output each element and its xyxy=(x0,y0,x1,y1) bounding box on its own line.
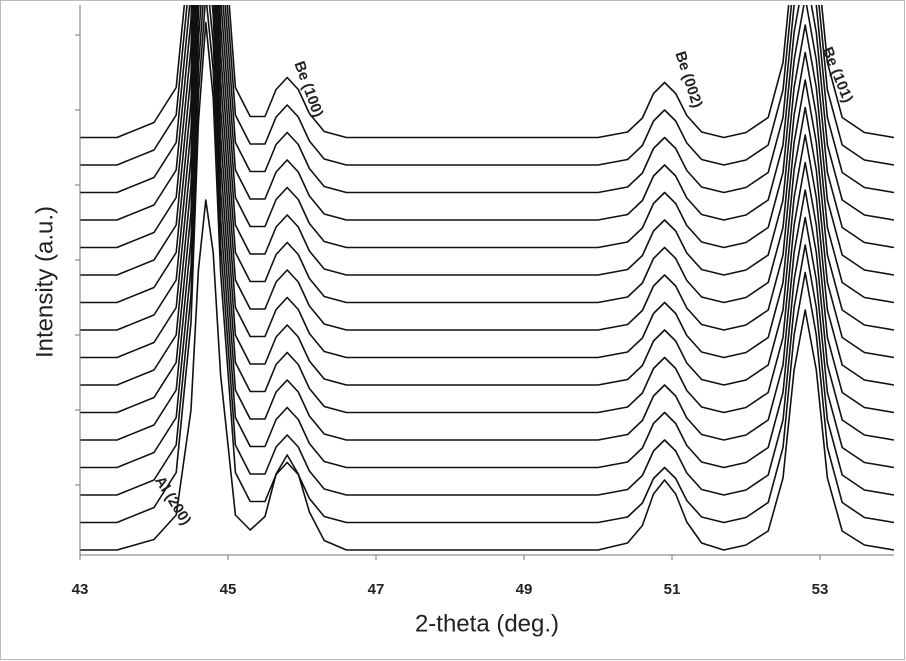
spectrum-line xyxy=(80,5,894,496)
spectrum-line xyxy=(80,5,894,249)
spectrum-line xyxy=(80,5,894,359)
spectrum-line xyxy=(80,5,894,194)
spectrum-line xyxy=(80,5,894,331)
x-tick-label: 53 xyxy=(812,581,829,598)
y-axis-title: Intensity (a.u.) xyxy=(31,206,58,358)
x-axis-title: 2-theta (deg.) xyxy=(415,610,559,637)
spectrum-line xyxy=(80,5,894,276)
spectrum-line xyxy=(80,5,894,414)
spectrum-line xyxy=(80,21,894,524)
spectrum-line xyxy=(80,5,894,441)
spectrum-line xyxy=(80,5,894,221)
spectrum-line xyxy=(80,5,894,139)
spectrum-line xyxy=(80,5,894,386)
spectrum-line xyxy=(80,5,894,469)
curves xyxy=(80,5,894,551)
x-tick-label: 47 xyxy=(368,581,385,598)
x-tick-label: 49 xyxy=(516,581,533,598)
spectrum-line xyxy=(80,5,894,166)
x-tick-label: 43 xyxy=(72,581,89,598)
spectrum-line xyxy=(80,199,894,551)
x-tick-label: 45 xyxy=(220,581,237,598)
x-tick-label: 51 xyxy=(664,581,681,598)
spectrum-line xyxy=(80,5,894,304)
